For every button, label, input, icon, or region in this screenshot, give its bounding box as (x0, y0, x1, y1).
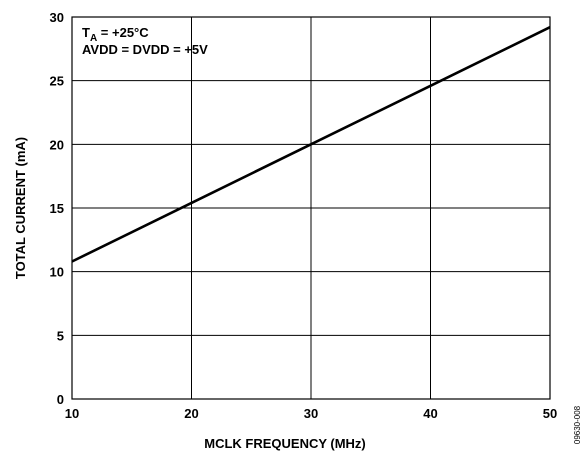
x-axis-label: MCLK FREQUENCY (MHz) (204, 436, 366, 451)
supply-annotation: AVDD = DVDD = +5V (82, 42, 208, 57)
y-tick-label-0: 0 (57, 392, 64, 407)
x-tick-label-20: 20 (184, 406, 198, 421)
x-tick-label-10: 10 (65, 406, 79, 421)
x-tick-labels: 10 20 30 40 50 (65, 406, 557, 421)
temperature-value: = +25°C (97, 25, 149, 40)
y-tick-label-25: 25 (50, 74, 64, 89)
series-layer (71, 26, 551, 263)
temperature-annotation: TA = +25°C (82, 25, 149, 44)
x-tick-label-30: 30 (304, 406, 318, 421)
y-tick-label-20: 20 (50, 137, 64, 152)
x-tick-label-40: 40 (423, 406, 437, 421)
series-line-0 (71, 26, 551, 263)
y-tick-label-10: 10 (50, 265, 64, 280)
y-axis-label: TOTAL CURRENT (mA) (13, 137, 28, 279)
figure-id: 09630-008 (573, 405, 582, 444)
x-tick-label-50: 50 (543, 406, 557, 421)
plot-frame (71, 16, 551, 400)
y-tick-label-30: 30 (50, 10, 64, 25)
y-tick-label-5: 5 (57, 328, 64, 343)
temperature-symbol: T (82, 25, 90, 40)
grid (72, 17, 550, 399)
y-tick-labels: 0 5 10 15 20 25 30 (50, 10, 64, 407)
y-tick-label-15: 15 (50, 201, 64, 216)
temperature-subscript: A (90, 33, 97, 44)
plot-border (71, 16, 551, 400)
